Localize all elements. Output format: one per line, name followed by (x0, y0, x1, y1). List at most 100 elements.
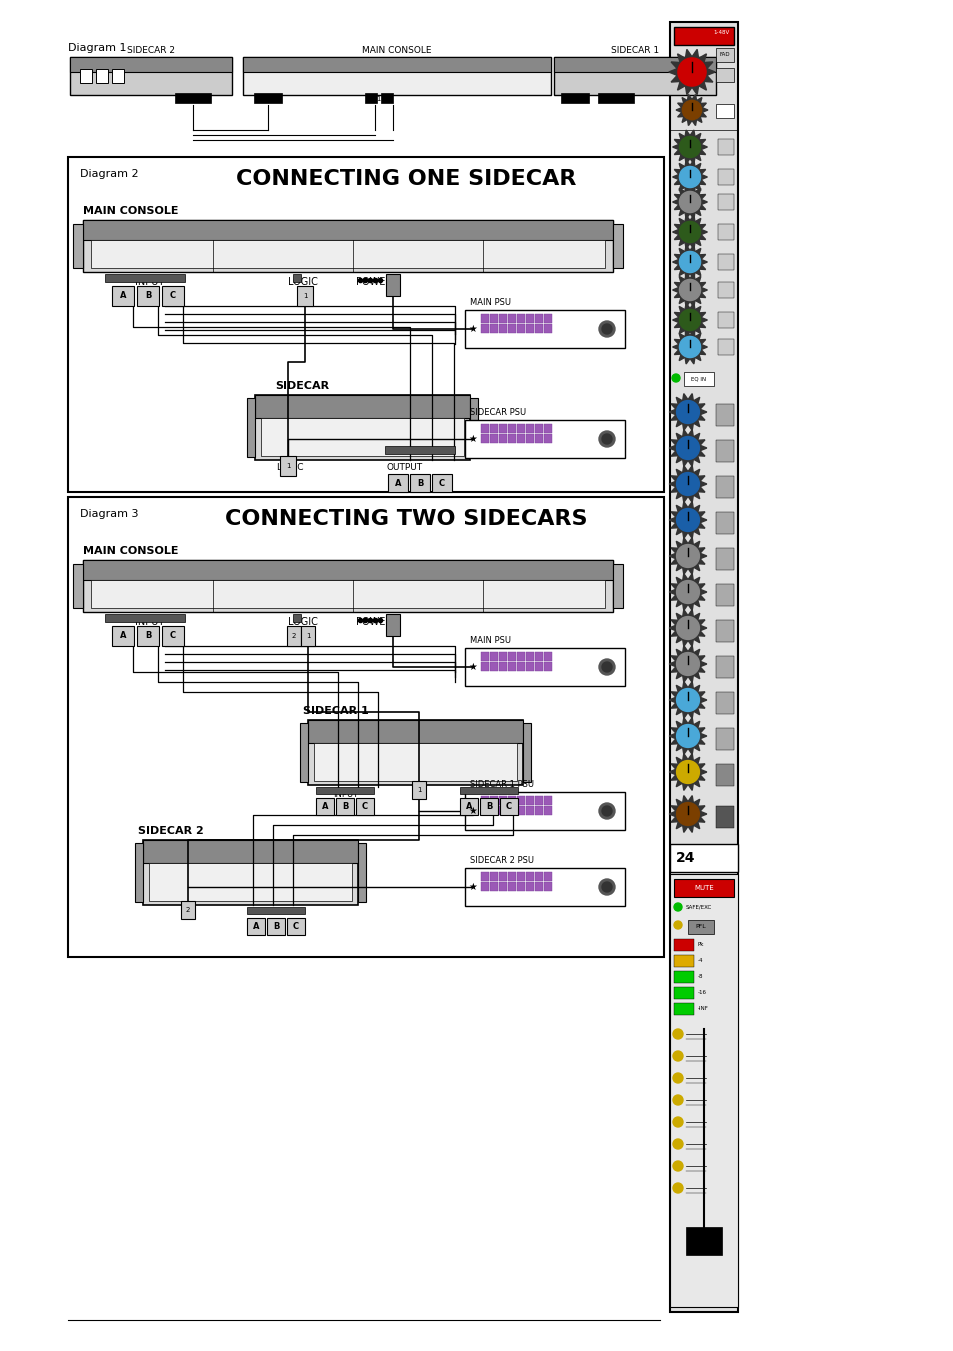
Text: A: A (253, 921, 259, 931)
Text: LOGIC: LOGIC (276, 463, 303, 471)
Bar (308, 720, 522, 785)
Bar (716, 692, 733, 713)
Bar (91, 239, 604, 267)
Bar (243, 57, 551, 95)
Bar (490, 313, 497, 323)
Text: A: A (395, 478, 401, 488)
Bar (525, 313, 534, 323)
Circle shape (676, 436, 699, 459)
Bar (247, 917, 265, 935)
Bar (162, 626, 184, 646)
Bar (490, 871, 497, 881)
Text: OUTPUT: OUTPUT (601, 96, 630, 101)
Bar (498, 796, 506, 805)
Bar (80, 69, 91, 82)
Bar (380, 93, 393, 103)
Bar (137, 286, 159, 305)
Bar (386, 613, 399, 636)
Text: SIDECAR 2: SIDECAR 2 (138, 825, 204, 836)
Bar (683, 372, 713, 386)
Circle shape (598, 322, 615, 336)
Text: Pk: Pk (698, 943, 703, 947)
Bar (718, 139, 733, 155)
Bar (410, 474, 430, 492)
Bar (507, 313, 516, 323)
Bar (498, 662, 506, 671)
Bar (716, 765, 733, 786)
Text: 2  1: 2 1 (368, 96, 381, 101)
Bar (70, 57, 232, 72)
Bar (517, 313, 524, 323)
Text: PFL: PFL (695, 924, 705, 929)
Polygon shape (668, 682, 706, 719)
Circle shape (676, 653, 699, 676)
Bar (716, 584, 733, 607)
Bar (70, 57, 232, 95)
Text: ★: ★ (468, 434, 476, 444)
Bar (507, 662, 516, 671)
Text: MAIN CONSOLE: MAIN CONSOLE (83, 546, 178, 557)
Bar (480, 796, 489, 805)
Bar (517, 434, 524, 443)
Bar (480, 313, 489, 323)
Bar (91, 580, 604, 608)
Text: EQ IN: EQ IN (691, 377, 706, 381)
Bar (517, 662, 524, 671)
Text: SIDECAR 2: SIDECAR 2 (127, 46, 174, 55)
Bar (507, 434, 516, 443)
Bar (507, 871, 516, 881)
Text: B: B (145, 631, 151, 640)
Text: SIDECAR 1 PSU: SIDECAR 1 PSU (470, 780, 534, 789)
Text: INPUT: INPUT (135, 277, 165, 286)
Polygon shape (668, 50, 715, 95)
Bar (112, 626, 133, 646)
Text: FAD: FAD (719, 53, 730, 58)
Bar (535, 796, 542, 805)
Bar (149, 863, 352, 901)
Polygon shape (672, 245, 707, 278)
Bar (718, 195, 733, 209)
Text: 1: 1 (305, 634, 310, 639)
Polygon shape (676, 95, 707, 126)
Bar (464, 792, 624, 830)
Bar (498, 653, 506, 661)
Text: OUTPUT: OUTPUT (248, 888, 282, 896)
Bar (498, 882, 506, 892)
Polygon shape (668, 501, 706, 539)
Text: SIDECAR 1: SIDECAR 1 (303, 707, 369, 716)
Bar (480, 807, 489, 815)
Bar (507, 796, 516, 805)
Circle shape (673, 902, 681, 911)
Circle shape (676, 802, 699, 825)
Bar (480, 653, 489, 661)
Bar (718, 224, 733, 240)
Bar (525, 796, 534, 805)
Bar (254, 394, 470, 417)
Bar (669, 844, 738, 871)
Bar (464, 420, 624, 458)
Bar (470, 399, 477, 457)
Bar (243, 57, 551, 72)
Text: ★: ★ (468, 882, 476, 892)
Text: CONNECTING TWO SIDECARS: CONNECTING TWO SIDECARS (225, 509, 587, 530)
Bar (480, 662, 489, 671)
Circle shape (678, 58, 705, 86)
Bar (716, 657, 733, 678)
Polygon shape (668, 796, 706, 832)
Bar (716, 104, 733, 118)
Text: C: C (438, 478, 445, 488)
Text: A: A (120, 292, 126, 300)
Bar (174, 93, 211, 103)
Circle shape (601, 662, 612, 671)
Bar (535, 807, 542, 815)
Circle shape (679, 222, 700, 243)
Bar (517, 324, 524, 332)
Bar (673, 880, 733, 897)
Bar (716, 440, 733, 462)
Text: MAIN PSU: MAIN PSU (470, 299, 511, 307)
Bar (543, 313, 552, 323)
Polygon shape (672, 130, 707, 163)
Bar (490, 807, 497, 815)
Bar (525, 882, 534, 892)
Bar (335, 798, 354, 815)
